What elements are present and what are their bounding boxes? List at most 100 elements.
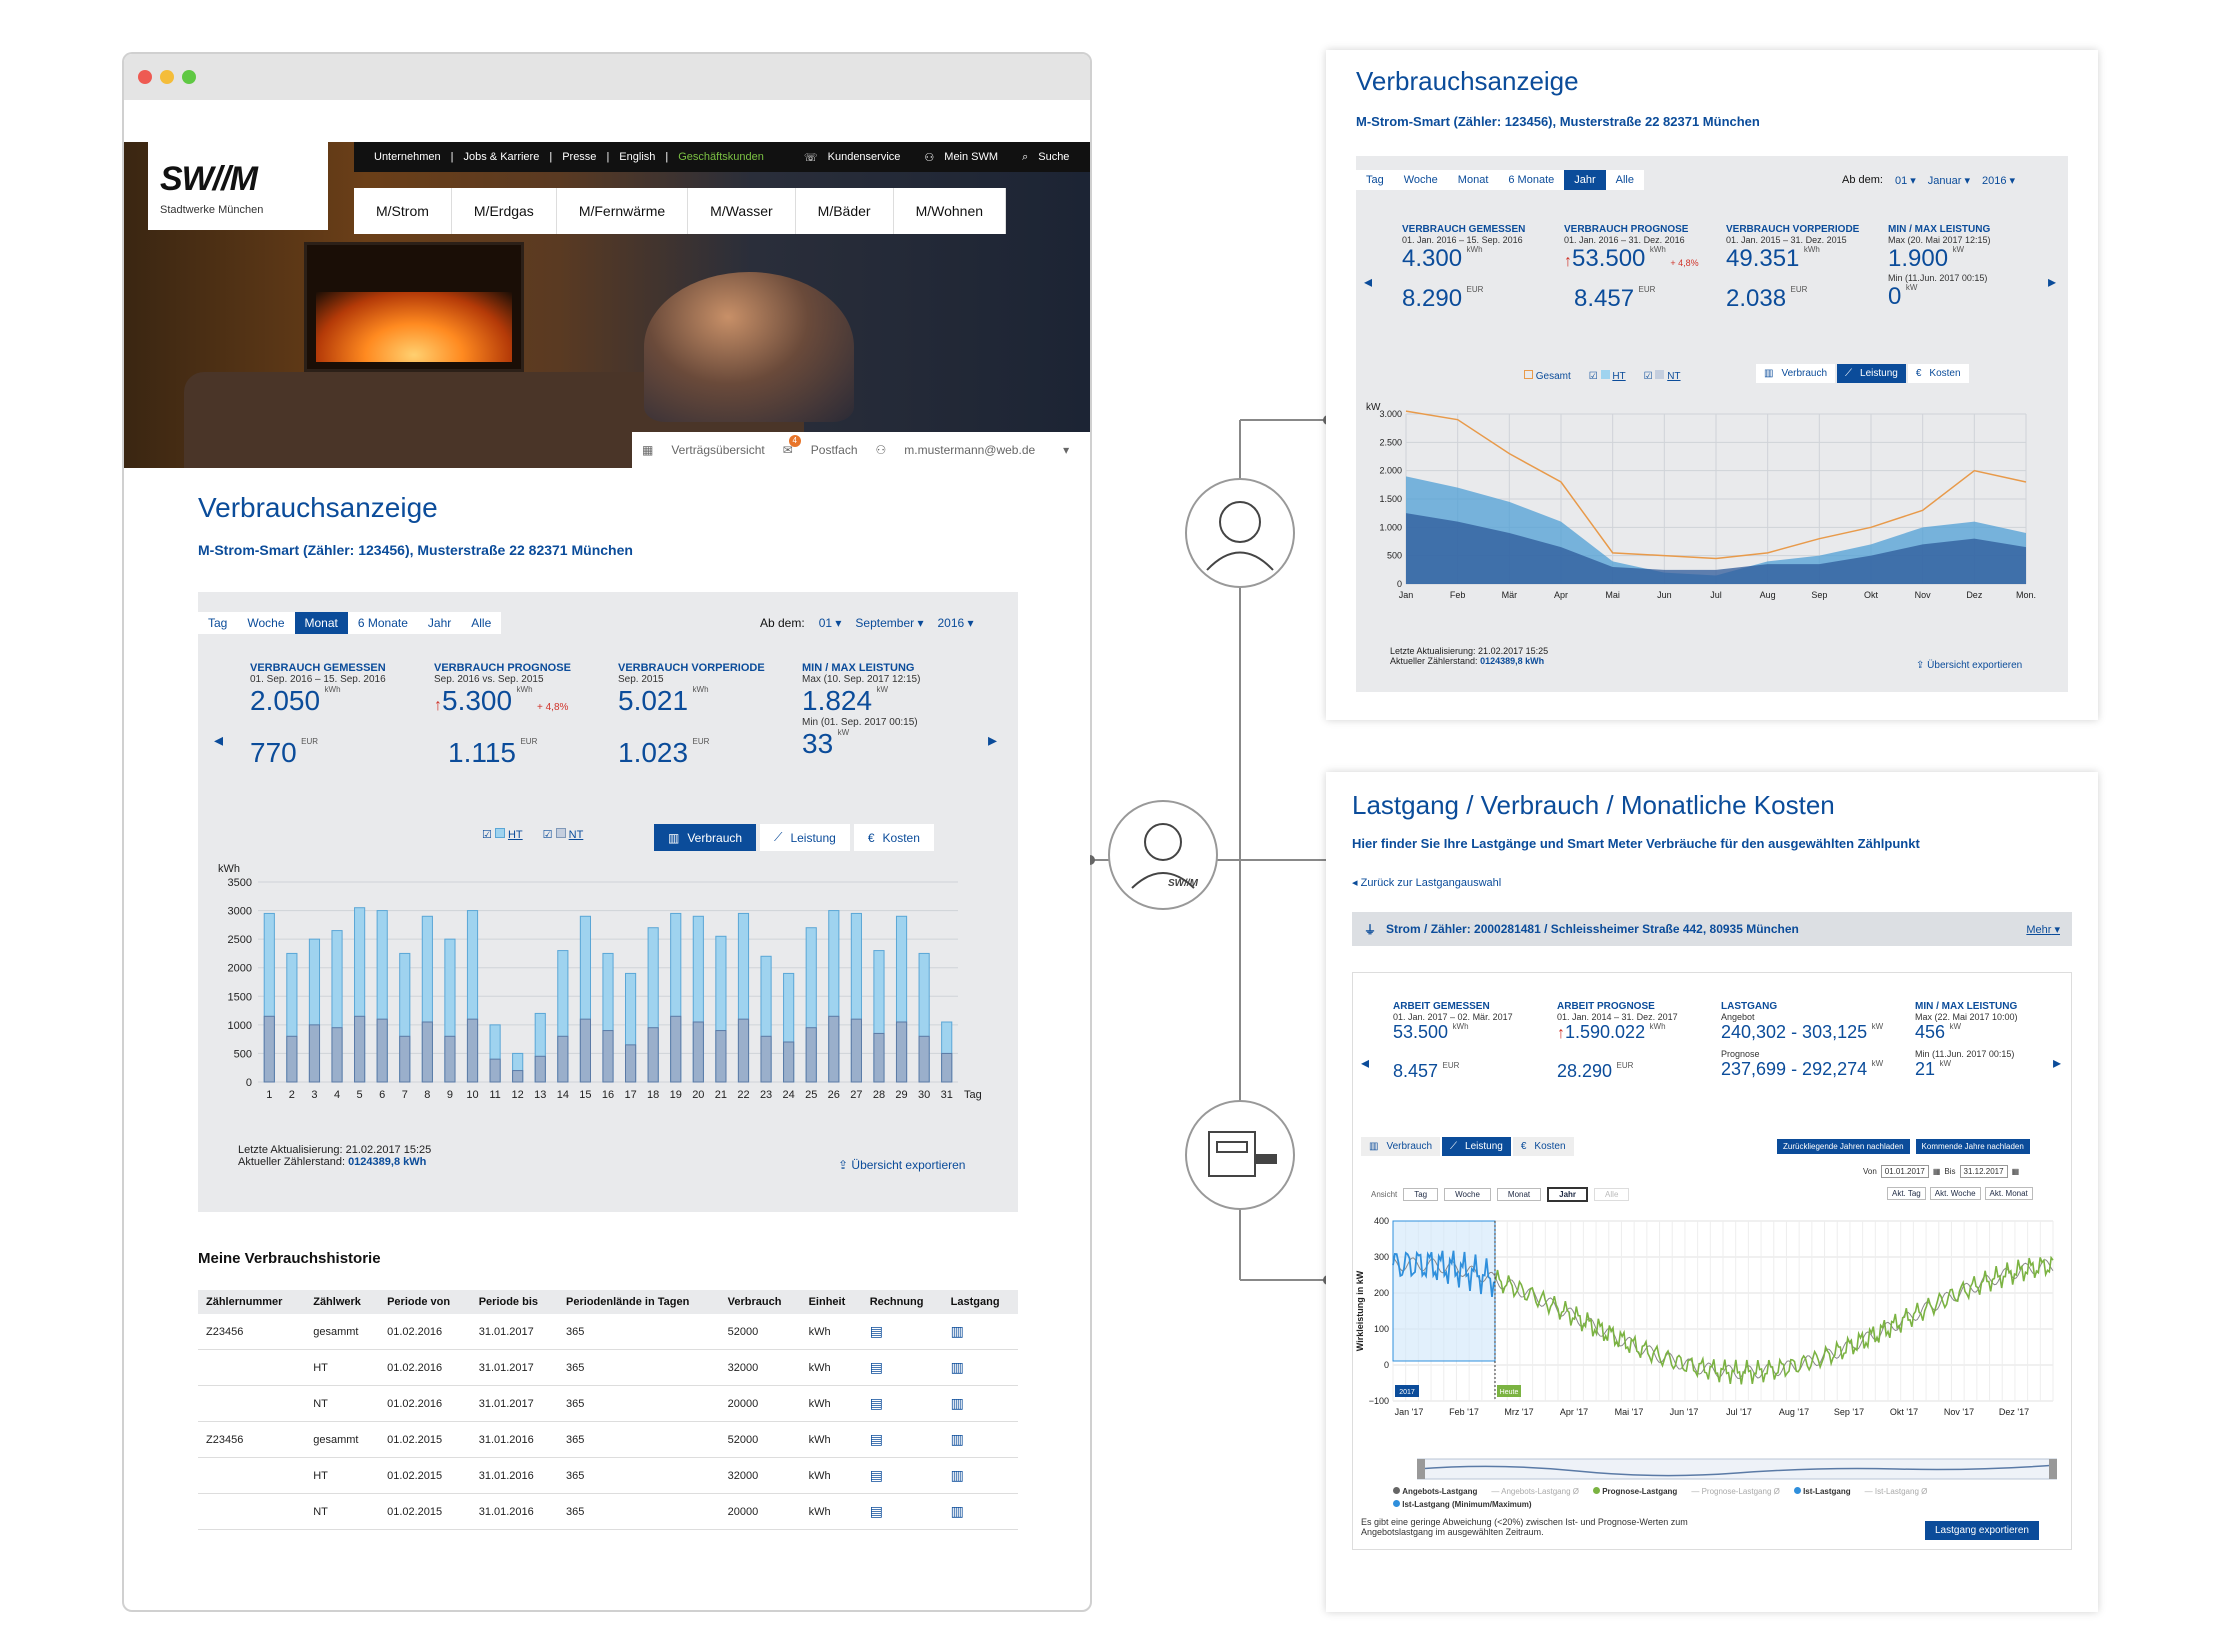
nav-wasser[interactable]: M/Wasser: [688, 188, 796, 234]
tab-6-monate[interactable]: 6 Monate: [357, 616, 408, 630]
ht-checkbox[interactable]: ☑ HT: [1588, 370, 1626, 382]
table-header[interactable]: Zählwerk: [305, 1290, 380, 1314]
table-header[interactable]: Periode bis: [470, 1290, 559, 1314]
tab-jahr[interactable]: Jahr: [427, 616, 452, 630]
gesamt-checkbox[interactable]: Gesamt: [1524, 370, 1571, 382]
year-select[interactable]: 2016 ▾: [1982, 175, 2016, 187]
invoice-icon[interactable]: ▤: [861, 1349, 943, 1386]
close-dot[interactable]: [138, 70, 152, 84]
invoice-icon[interactable]: ▤: [861, 1314, 943, 1350]
nt-checkbox[interactable]: ☑ NT: [1643, 370, 1681, 382]
nav-erdgas[interactable]: M/Erdgas: [452, 188, 557, 234]
back-link[interactable]: ◂ Zurück zur Lastgangauswahl: [1352, 877, 1502, 889]
lastgang-icon[interactable]: ▥: [942, 1314, 1018, 1350]
maximize-dot[interactable]: [182, 70, 196, 84]
kosten-button[interactable]: € Kosten: [1907, 364, 1969, 383]
ht-checkbox[interactable]: ☑ HT: [482, 828, 523, 841]
card1-export-link[interactable]: ⇪ Übersicht exportieren: [1916, 660, 2023, 671]
minimize-dot[interactable]: [160, 70, 174, 84]
nav-baeder[interactable]: M/Bäder: [796, 188, 894, 234]
day-select[interactable]: 01 ▾: [1894, 175, 1916, 187]
legend-prognose[interactable]: Prognose-Lastgang: [1592, 1487, 1677, 1496]
meter-select-bar[interactable]: ⏚ Strom / Zähler: 2000281481 / Schleissh…: [1352, 912, 2072, 946]
von-input[interactable]: 01.01.2017: [1880, 1165, 1929, 1178]
load-past-button[interactable]: Zurückliegende Jahren nachladen: [1777, 1139, 1910, 1154]
invoice-icon[interactable]: ▤: [861, 1421, 943, 1458]
vertragsuebersicht-link[interactable]: Verträgsübersicht: [671, 443, 765, 457]
calendar-icon[interactable]: ▦: [1932, 1167, 1941, 1176]
nt-checkbox[interactable]: ☑ NT: [542, 828, 584, 841]
year-select[interactable]: 2016 ▾: [937, 616, 974, 630]
table-header[interactable]: Periode von: [379, 1290, 471, 1314]
mehr-link[interactable]: Mehr ▾: [2026, 923, 2060, 936]
invoice-icon[interactable]: ▤: [861, 1457, 943, 1494]
tab-woche[interactable]: Woche: [247, 616, 285, 630]
ansicht-alle[interactable]: Alle: [1594, 1188, 1630, 1201]
navigator-range[interactable]: [1417, 1457, 2057, 1481]
kosten-button[interactable]: € Kosten: [1512, 1137, 1574, 1156]
invoice-icon[interactable]: ▤: [861, 1385, 943, 1422]
tab-monat[interactable]: Monat: [1457, 174, 1489, 186]
akt-woche-button[interactable]: Akt. Woche: [1929, 1187, 1981, 1200]
export-link[interactable]: ⇪ Übersicht exportieren: [838, 1158, 966, 1172]
nav-fernwaerme[interactable]: M/Fernwärme: [557, 188, 689, 234]
day-select[interactable]: 01 ▾: [818, 616, 842, 630]
akt-monat-button[interactable]: Akt. Monat: [1984, 1187, 2033, 1200]
lastgang-icon[interactable]: ▥: [942, 1421, 1018, 1458]
table-header[interactable]: Lastgang: [942, 1290, 1018, 1314]
kundenservice-link[interactable]: Kundenservice: [827, 151, 901, 163]
nav-wohnen[interactable]: M/Wohnen: [894, 188, 1007, 234]
legend-prognose-avg[interactable]: — Prognose-Lastgang Ø: [1691, 1487, 1780, 1496]
topnav-jobs[interactable]: Jobs & Karriere: [463, 151, 540, 163]
prev-arrow-icon[interactable]: ◂: [1364, 274, 1373, 291]
akt-tag-button[interactable]: Akt. Tag: [1887, 1187, 1926, 1200]
legend-angebot-avg[interactable]: — Angebots-Lastgang Ø: [1491, 1487, 1579, 1496]
next-arrow-icon[interactable]: ▸: [2053, 1055, 2062, 1072]
tab-6-monate[interactable]: 6 Monate: [1508, 174, 1555, 186]
topnav-geschaeftskunden[interactable]: Geschäftskunden: [678, 151, 764, 163]
next-arrow-icon[interactable]: ▸: [2048, 274, 2057, 291]
ansicht-woche[interactable]: Woche: [1444, 1188, 1491, 1201]
prev-arrow-icon[interactable]: ◂: [1361, 1055, 1370, 1072]
topnav-presse[interactable]: Presse: [562, 151, 597, 163]
email-link[interactable]: m.mustermann@web.de: [904, 443, 1036, 457]
topnav-unternehmen[interactable]: Unternehmen: [374, 151, 441, 163]
table-header[interactable]: Zählernummer: [198, 1290, 306, 1314]
verbrauch-button[interactable]: ▥ Verbrauch: [1756, 364, 1836, 383]
tab-woche[interactable]: Woche: [1403, 174, 1438, 186]
table-header[interactable]: Einheit: [800, 1290, 862, 1314]
legend-angebot[interactable]: Angebots-Lastgang: [1393, 1487, 1477, 1496]
legend-ist-avg[interactable]: — Ist-Lastgang Ø: [1864, 1487, 1928, 1496]
search-link[interactable]: Suche: [1038, 151, 1070, 163]
lastgang-icon[interactable]: ▥: [942, 1493, 1018, 1530]
leistung-button[interactable]: ⟋ Leistung: [1442, 1137, 1511, 1156]
nav-strom[interactable]: M/Strom: [354, 188, 452, 234]
topnav-english[interactable]: English: [619, 151, 656, 163]
chevron-down-icon[interactable]: ▾: [1063, 443, 1070, 457]
tab-monat[interactable]: Monat: [294, 612, 348, 634]
legend-ist-minmax[interactable]: Ist-Lastgang (Minimum/Maximum): [1393, 1500, 1532, 1509]
next-arrow-icon[interactable]: ▸: [988, 730, 998, 750]
tab-alle[interactable]: Alle: [471, 616, 492, 630]
kosten-button[interactable]: € Kosten: [853, 824, 934, 851]
invoice-icon[interactable]: ▤: [861, 1493, 943, 1530]
lastgang-icon[interactable]: ▥: [942, 1385, 1018, 1422]
tab-tag[interactable]: Tag: [1366, 174, 1384, 186]
month-select[interactable]: Januar ▾: [1927, 175, 1971, 187]
table-header[interactable]: Periodenlände in Tagen: [558, 1290, 720, 1314]
tab-tag[interactable]: Tag: [208, 616, 228, 630]
ansicht-jahr[interactable]: Jahr: [1547, 1187, 1589, 1202]
verbrauch-button[interactable]: ▥ Verbrauch: [1361, 1137, 1441, 1156]
table-header[interactable]: Verbrauch: [719, 1290, 801, 1314]
legend-ist[interactable]: Ist-Lastgang: [1793, 1487, 1851, 1496]
lastgang-export-button[interactable]: Lastgang exportieren: [1925, 1521, 2039, 1540]
month-select[interactable]: September ▾: [855, 616, 924, 630]
leistung-button[interactable]: ⟋ Leistung: [760, 824, 850, 851]
ansicht-monat[interactable]: Monat: [1496, 1188, 1542, 1201]
tab-jahr[interactable]: Jahr: [1564, 170, 1606, 190]
tab-alle[interactable]: Alle: [1615, 174, 1634, 186]
postfach-link[interactable]: Postfach: [810, 443, 858, 457]
ansicht-tag[interactable]: Tag: [1403, 1188, 1439, 1201]
logo[interactable]: [148, 142, 328, 230]
calendar-icon[interactable]: ▦: [2011, 1167, 2020, 1176]
